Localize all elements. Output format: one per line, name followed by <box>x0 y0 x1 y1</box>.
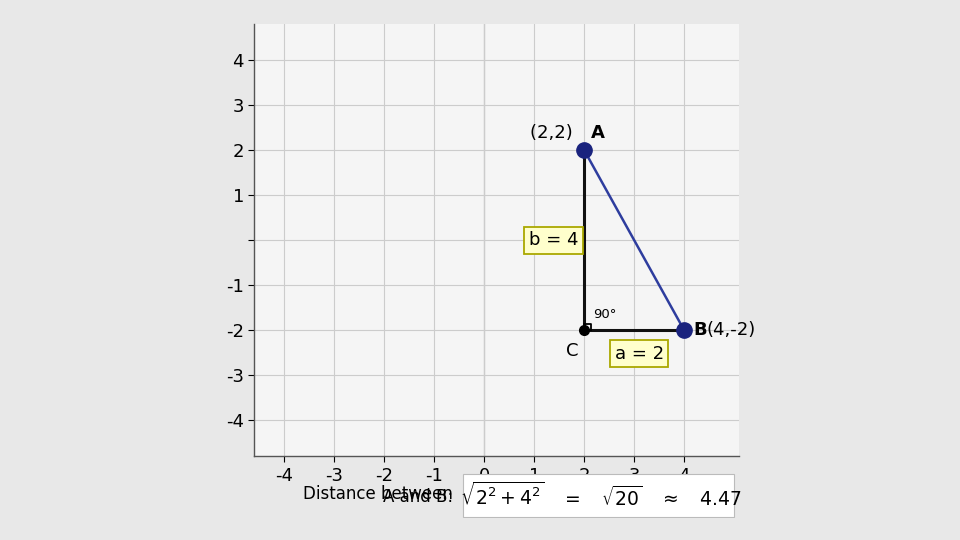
Text: 90°: 90° <box>592 308 616 321</box>
Text: A and B:: A and B: <box>383 488 453 505</box>
Text: (4,-2): (4,-2) <box>707 321 756 339</box>
Text: (2,2): (2,2) <box>530 124 578 142</box>
Text: Distance between: Distance between <box>303 485 453 503</box>
Text: a = 2: a = 2 <box>614 345 663 363</box>
Text: C: C <box>565 342 578 360</box>
Text: $\mathbf{B}$: $\mathbf{B}$ <box>693 321 708 339</box>
Text: b = 4: b = 4 <box>529 231 578 249</box>
FancyBboxPatch shape <box>463 474 734 517</box>
Text: $\mathbf{A}$: $\mathbf{A}$ <box>590 124 606 142</box>
Text: $\sqrt{2^2+4^2}$   $=$   $\sqrt{20}$   $\approx$   4.47: $\sqrt{2^2+4^2}$ $=$ $\sqrt{20}$ $\appro… <box>460 481 742 510</box>
